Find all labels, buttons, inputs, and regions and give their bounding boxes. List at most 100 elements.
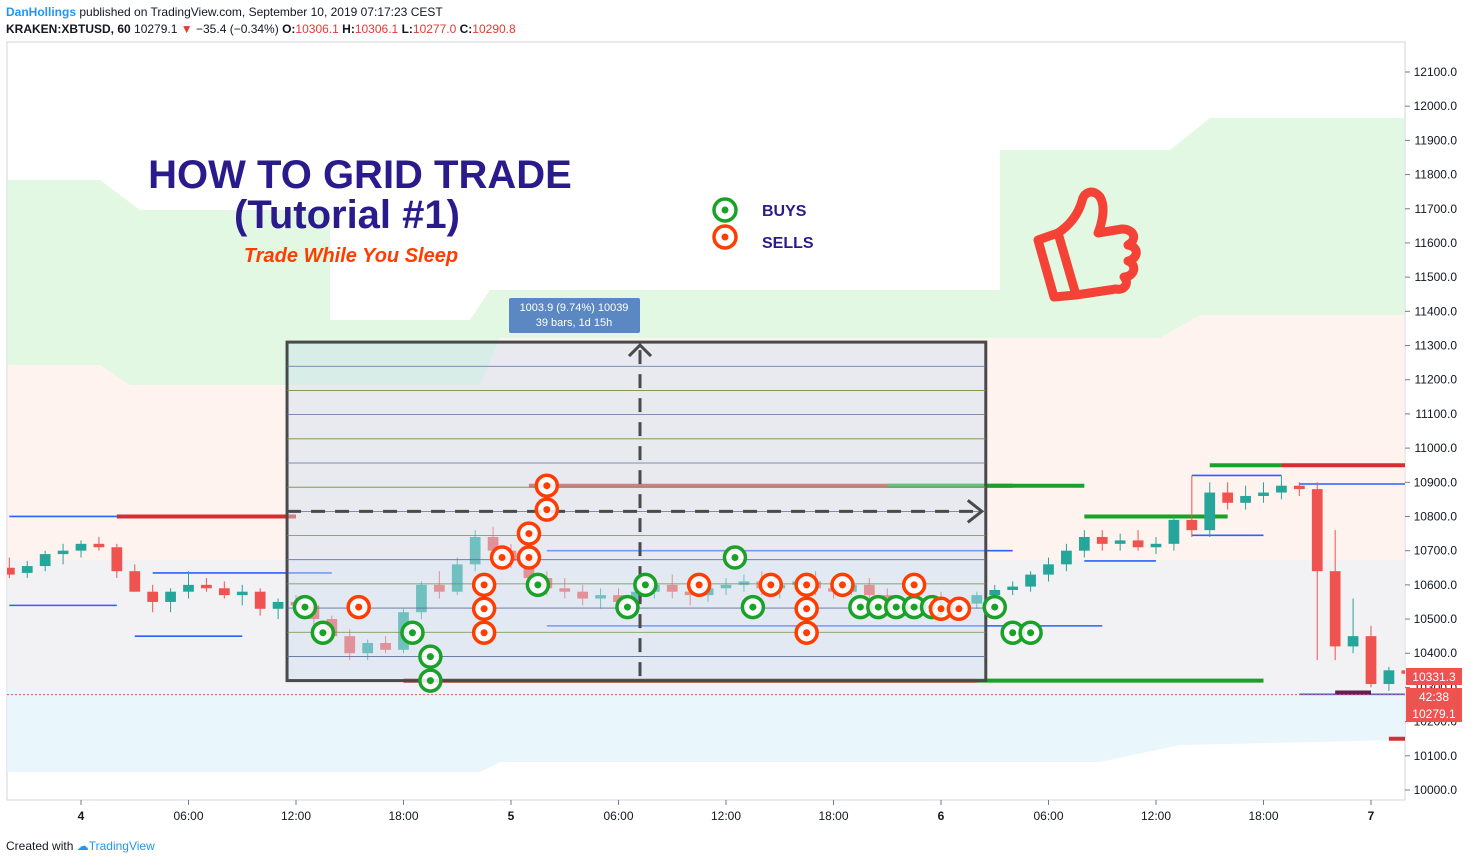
y-tick-label: 11300.0 — [1415, 339, 1458, 353]
down-arrow-icon: ▼ — [180, 22, 193, 36]
candle[interactable] — [75, 540, 87, 558]
candle[interactable] — [93, 536, 105, 551]
y-tick-label: 11400.0 — [1415, 304, 1458, 318]
candle[interactable] — [4, 557, 15, 579]
sell-marker — [516, 521, 542, 546]
candle[interactable] — [1078, 530, 1090, 558]
candle[interactable] — [577, 584, 589, 606]
close-label: C: — [459, 22, 473, 36]
candle[interactable] — [433, 571, 445, 599]
candle[interactable] — [111, 543, 123, 579]
author-link[interactable]: DanHollings — [6, 5, 77, 19]
candle[interactable] — [165, 588, 176, 613]
sell-marker — [794, 596, 819, 622]
buy-marker — [310, 620, 336, 645]
x-tick-label: 18:00 — [818, 809, 848, 823]
y-tick-label: 11700.0 — [1415, 202, 1458, 216]
measure-span: 39 bars, 1d 15h — [536, 317, 612, 329]
candle[interactable] — [129, 564, 141, 592]
candle[interactable] — [451, 557, 463, 596]
candle[interactable] — [1293, 482, 1305, 496]
y-tick-label: 11200.0 — [1415, 373, 1458, 387]
candle[interactable] — [1276, 475, 1287, 500]
candle[interactable] — [1383, 666, 1395, 691]
candle[interactable] — [720, 578, 732, 596]
y-tick-label: 12100.0 — [1414, 65, 1458, 79]
candle[interactable] — [1347, 598, 1359, 654]
sell-marker — [471, 620, 497, 645]
candle[interactable] — [57, 543, 69, 565]
svg-text:42:38: 42:38 — [1419, 690, 1449, 704]
candle[interactable] — [1096, 530, 1108, 551]
candle[interactable] — [1240, 485, 1251, 510]
candle[interactable] — [380, 636, 391, 654]
candle[interactable] — [1222, 482, 1234, 510]
price-label-last: 10279.1 — [1406, 705, 1462, 722]
candle[interactable] — [1025, 571, 1036, 592]
y-tick-label: 11900.0 — [1415, 133, 1458, 147]
candle[interactable] — [1150, 536, 1162, 555]
candle[interactable] — [1329, 530, 1341, 661]
candle[interactable] — [1258, 482, 1269, 503]
y-tick-label: 11800.0 — [1415, 168, 1458, 182]
tradingview-link[interactable]: TradingView — [88, 839, 155, 853]
y-tick-label: 10600.0 — [1414, 578, 1458, 592]
price-label-top: 10331.3 — [1406, 668, 1462, 685]
sell-marker — [758, 572, 784, 598]
y-tick-label: 10500.0 — [1414, 612, 1458, 626]
annotation-title-2: (Tutorial #1) — [234, 193, 460, 237]
candle[interactable] — [559, 578, 571, 599]
candle[interactable] — [1311, 482, 1323, 661]
candle[interactable] — [236, 584, 248, 606]
price-countdown: 42:38 — [1406, 688, 1462, 705]
buy-marker — [400, 620, 425, 645]
candle[interactable] — [201, 578, 212, 592]
candle[interactable] — [39, 550, 51, 572]
x-tick-label: 18:00 — [388, 809, 418, 823]
ohlc-legend: KRAKEN:XBTUSD, 60 10279.1 ▼ −35.4 (−0.34… — [6, 22, 516, 36]
sell-marker — [346, 594, 371, 620]
candle[interactable] — [1114, 533, 1126, 551]
candle[interactable] — [738, 574, 750, 592]
candle[interactable] — [1132, 530, 1144, 551]
sell-marker — [901, 572, 927, 598]
candle[interactable] — [1007, 581, 1019, 596]
svg-text:10279.1: 10279.1 — [1412, 707, 1456, 721]
high-value: 10306.1 — [354, 22, 399, 36]
candle[interactable] — [595, 588, 606, 609]
publish-info: DanHollings published on TradingView.com… — [6, 5, 443, 19]
candle[interactable] — [1168, 516, 1180, 551]
buy-marker — [418, 668, 443, 693]
candle[interactable] — [1043, 557, 1054, 582]
candle[interactable] — [21, 560, 33, 579]
candle[interactable] — [863, 578, 875, 599]
candle[interactable] — [218, 581, 230, 599]
candle[interactable] — [1061, 543, 1072, 572]
candle[interactable] — [469, 530, 481, 572]
y-tick-label: 11100.0 — [1415, 407, 1457, 421]
candle[interactable] — [1401, 650, 1412, 688]
x-tick-label: 4 — [78, 809, 85, 823]
thumbs-up-icon — [1033, 187, 1141, 302]
candle[interactable] — [1365, 625, 1377, 688]
candle[interactable] — [666, 574, 678, 599]
annotation-title-1: HOW TO GRID TRADE — [148, 153, 572, 197]
candle[interactable] — [416, 581, 427, 620]
last-price: 10279.1 — [134, 22, 178, 36]
candle[interactable] — [1186, 475, 1198, 537]
candle[interactable] — [183, 571, 194, 599]
candle[interactable] — [272, 598, 284, 620]
close-value: 10290.8 — [472, 22, 516, 36]
candle[interactable] — [254, 588, 266, 616]
candle[interactable] — [344, 629, 356, 661]
low-value: 10277.0 — [412, 22, 457, 36]
footer: Created with ☁TradingView — [6, 839, 155, 853]
x-tick-label: 06:00 — [603, 809, 633, 823]
x-tick-label: 18:00 — [1248, 809, 1278, 823]
candle[interactable] — [971, 591, 983, 609]
candle[interactable] — [147, 584, 159, 613]
high-label: H: — [342, 22, 355, 36]
y-tick-label: 11600.0 — [1415, 236, 1458, 250]
candle[interactable] — [1204, 482, 1216, 537]
